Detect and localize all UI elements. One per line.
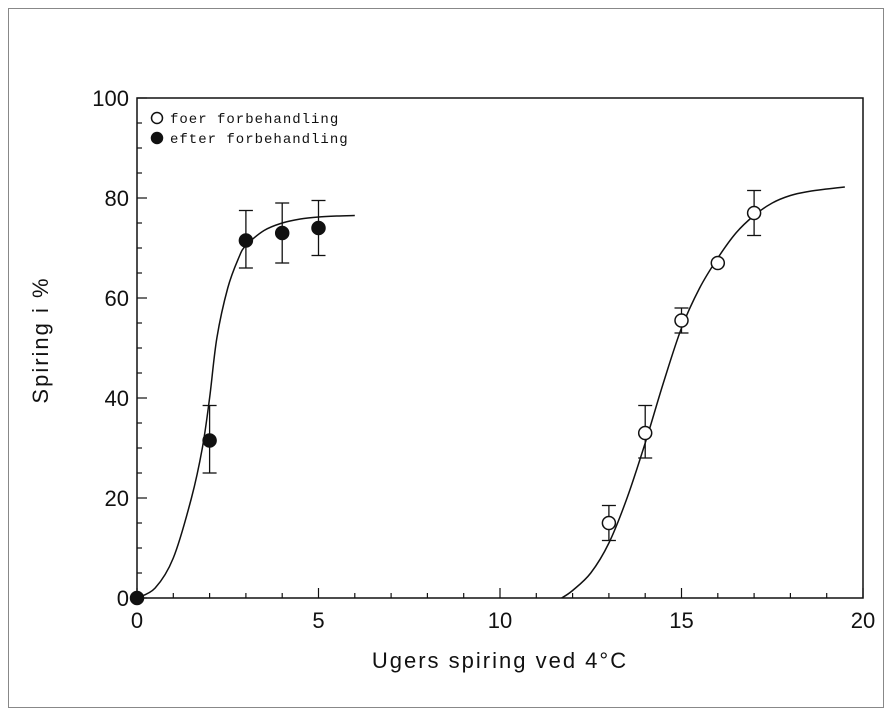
data-point-foer [637,425,653,441]
y-tick-label: 20 [105,486,129,511]
data-point-foer [710,255,726,271]
data-point-foer [746,205,762,221]
x-axis-ticks: 0 5 10 15 20 [131,588,875,633]
x-tick-label: 20 [851,608,875,633]
x-axis-label: Ugers spiring ved 4°C [372,648,628,673]
y-tick-label: 100 [92,86,129,111]
data-point-efter [311,220,326,236]
fit-curves [136,186,845,599]
figure-frame [8,8,884,708]
data-point-efter [238,233,254,248]
x-tick-label: 15 [669,608,693,633]
x-tick-label: 10 [488,608,512,633]
data-point-foer [674,313,689,328]
fit-curve-efter [136,214,355,599]
legend-marker-efter [150,131,164,145]
fit-curve-foer [561,186,845,599]
y-tick-label: 60 [105,286,129,311]
y-tick-label: 80 [105,186,129,211]
data-point-efter [202,433,217,448]
data-point-efter [274,225,290,241]
y-axis-label: Spiring i % [28,276,53,403]
x-tick-label: 0 [131,608,143,633]
legend-label-efter: efter forbehandling [170,132,349,148]
data-markers [129,189,762,606]
x-tick-label: 5 [312,608,324,633]
data-point-foer [601,515,617,531]
legend-label-foer: foer forbehandling [170,112,339,128]
plot-area [136,97,864,599]
y-axis-ticks: 0 20 40 60 80 100 [92,86,147,611]
legend-marker-foer [150,111,164,125]
y-tick-label: 40 [105,386,129,411]
data-point-efter [129,590,145,606]
legend: foer forbehandling efter forbehandling [150,111,349,148]
y-tick-label: 0 [117,586,129,611]
